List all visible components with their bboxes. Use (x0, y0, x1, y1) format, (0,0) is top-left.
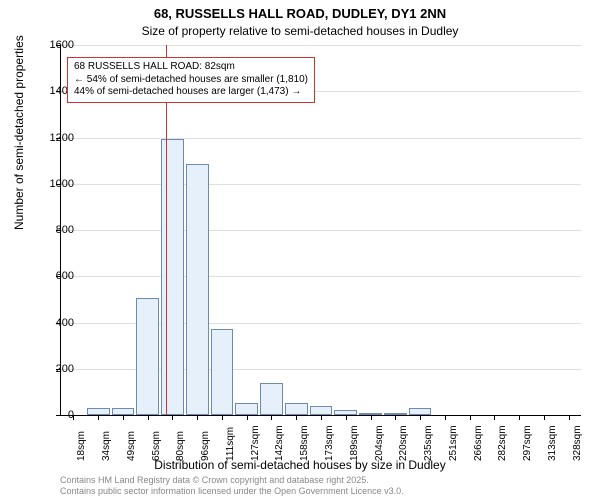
x-tick-mark (420, 415, 421, 420)
histogram-bar (235, 403, 258, 415)
histogram-bar (87, 408, 110, 415)
x-tick-mark (346, 415, 347, 420)
x-tick-mark (222, 415, 223, 420)
footnote-line2: Contains public sector information licen… (60, 486, 404, 497)
x-tick-mark (395, 415, 396, 420)
histogram-bar (136, 298, 159, 415)
histogram-bar (186, 164, 209, 415)
histogram-bar (409, 408, 432, 415)
annotation-line2: 44% of semi-detached houses are larger (… (74, 86, 308, 99)
histogram-bar (211, 329, 234, 415)
x-tick-mark (321, 415, 322, 420)
x-tick-mark (470, 415, 471, 420)
x-tick-mark (148, 415, 149, 420)
x-tick-mark (98, 415, 99, 420)
chart-container: 68, RUSSELLS HALL ROAD, DUDLEY, DY1 2NN … (0, 0, 600, 500)
footnote: Contains HM Land Registry data © Crown c… (60, 475, 404, 497)
histogram-bar (334, 410, 357, 415)
histogram-bar (384, 413, 407, 415)
chart-subtitle: Size of property relative to semi-detach… (0, 22, 600, 38)
x-tick-mark (519, 415, 520, 420)
x-tick-mark (271, 415, 272, 420)
x-tick-mark (247, 415, 248, 420)
histogram-bar (310, 406, 333, 415)
histogram-bar (161, 139, 184, 415)
annotation-box: 68 RUSSELLS HALL ROAD: 82sqm ← 54% of se… (67, 57, 315, 103)
y-axis-label: Number of semi-detached properties (12, 35, 26, 230)
x-tick-mark (544, 415, 545, 420)
histogram-bar (285, 403, 308, 415)
plot-area: 68 RUSSELLS HALL ROAD: 82sqm ← 54% of se… (60, 45, 581, 416)
x-axis-label: Distribution of semi-detached houses by … (0, 458, 600, 472)
x-tick-mark (172, 415, 173, 420)
x-tick-mark (371, 415, 372, 420)
annotation-line1: ← 54% of semi-detached houses are smalle… (74, 74, 308, 87)
histogram-bar (112, 408, 135, 415)
chart-title: 68, RUSSELLS HALL ROAD, DUDLEY, DY1 2NN (0, 0, 600, 22)
footnote-line1: Contains HM Land Registry data © Crown c… (60, 475, 404, 486)
x-tick-mark (494, 415, 495, 420)
x-tick-mark (197, 415, 198, 420)
annotation-header: 68 RUSSELLS HALL ROAD: 82sqm (74, 61, 308, 74)
x-tick-mark (569, 415, 570, 420)
histogram-bar (260, 383, 283, 415)
x-tick-mark (445, 415, 446, 420)
histogram-bar (359, 413, 382, 415)
x-tick-mark (123, 415, 124, 420)
x-tick-mark (296, 415, 297, 420)
